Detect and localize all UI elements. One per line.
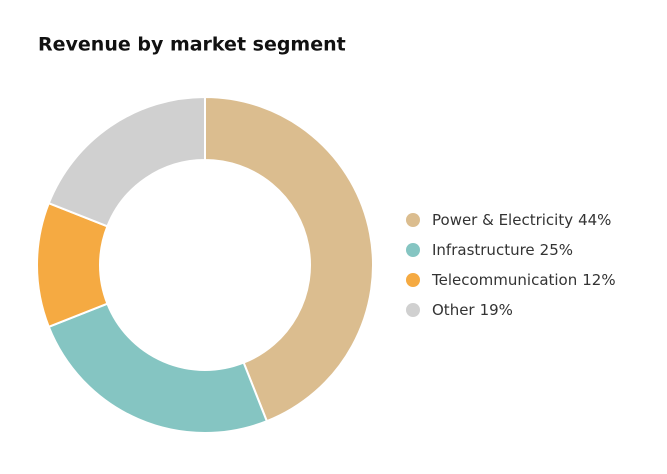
legend-swatch — [406, 273, 420, 287]
legend-category: Other — [432, 301, 475, 319]
donut-slice — [204, 95, 374, 423]
legend-value: 19% — [480, 301, 513, 319]
legend-category: Telecommunication — [431, 271, 577, 289]
legend-label: Infrastructure 25% — [432, 241, 573, 259]
legend-value: 25% — [540, 241, 573, 259]
legend-category: Power & Electricity — [432, 211, 573, 229]
legend-value: 12% — [582, 271, 615, 289]
donut-slice — [47, 302, 269, 434]
legend-swatch — [406, 213, 420, 227]
legend-category: Infrastructure — [432, 241, 535, 259]
legend-label: Power & Electricity 44% — [432, 211, 611, 229]
legend-label: Other 19% — [432, 301, 513, 319]
legend-swatch — [406, 243, 420, 257]
legend-label: Telecommunication 12% — [431, 271, 616, 289]
donut-slice — [47, 95, 206, 228]
legend-swatch — [406, 303, 420, 317]
chart-title: Revenue by market segment — [38, 34, 346, 56]
legend-value: 44% — [578, 211, 611, 229]
